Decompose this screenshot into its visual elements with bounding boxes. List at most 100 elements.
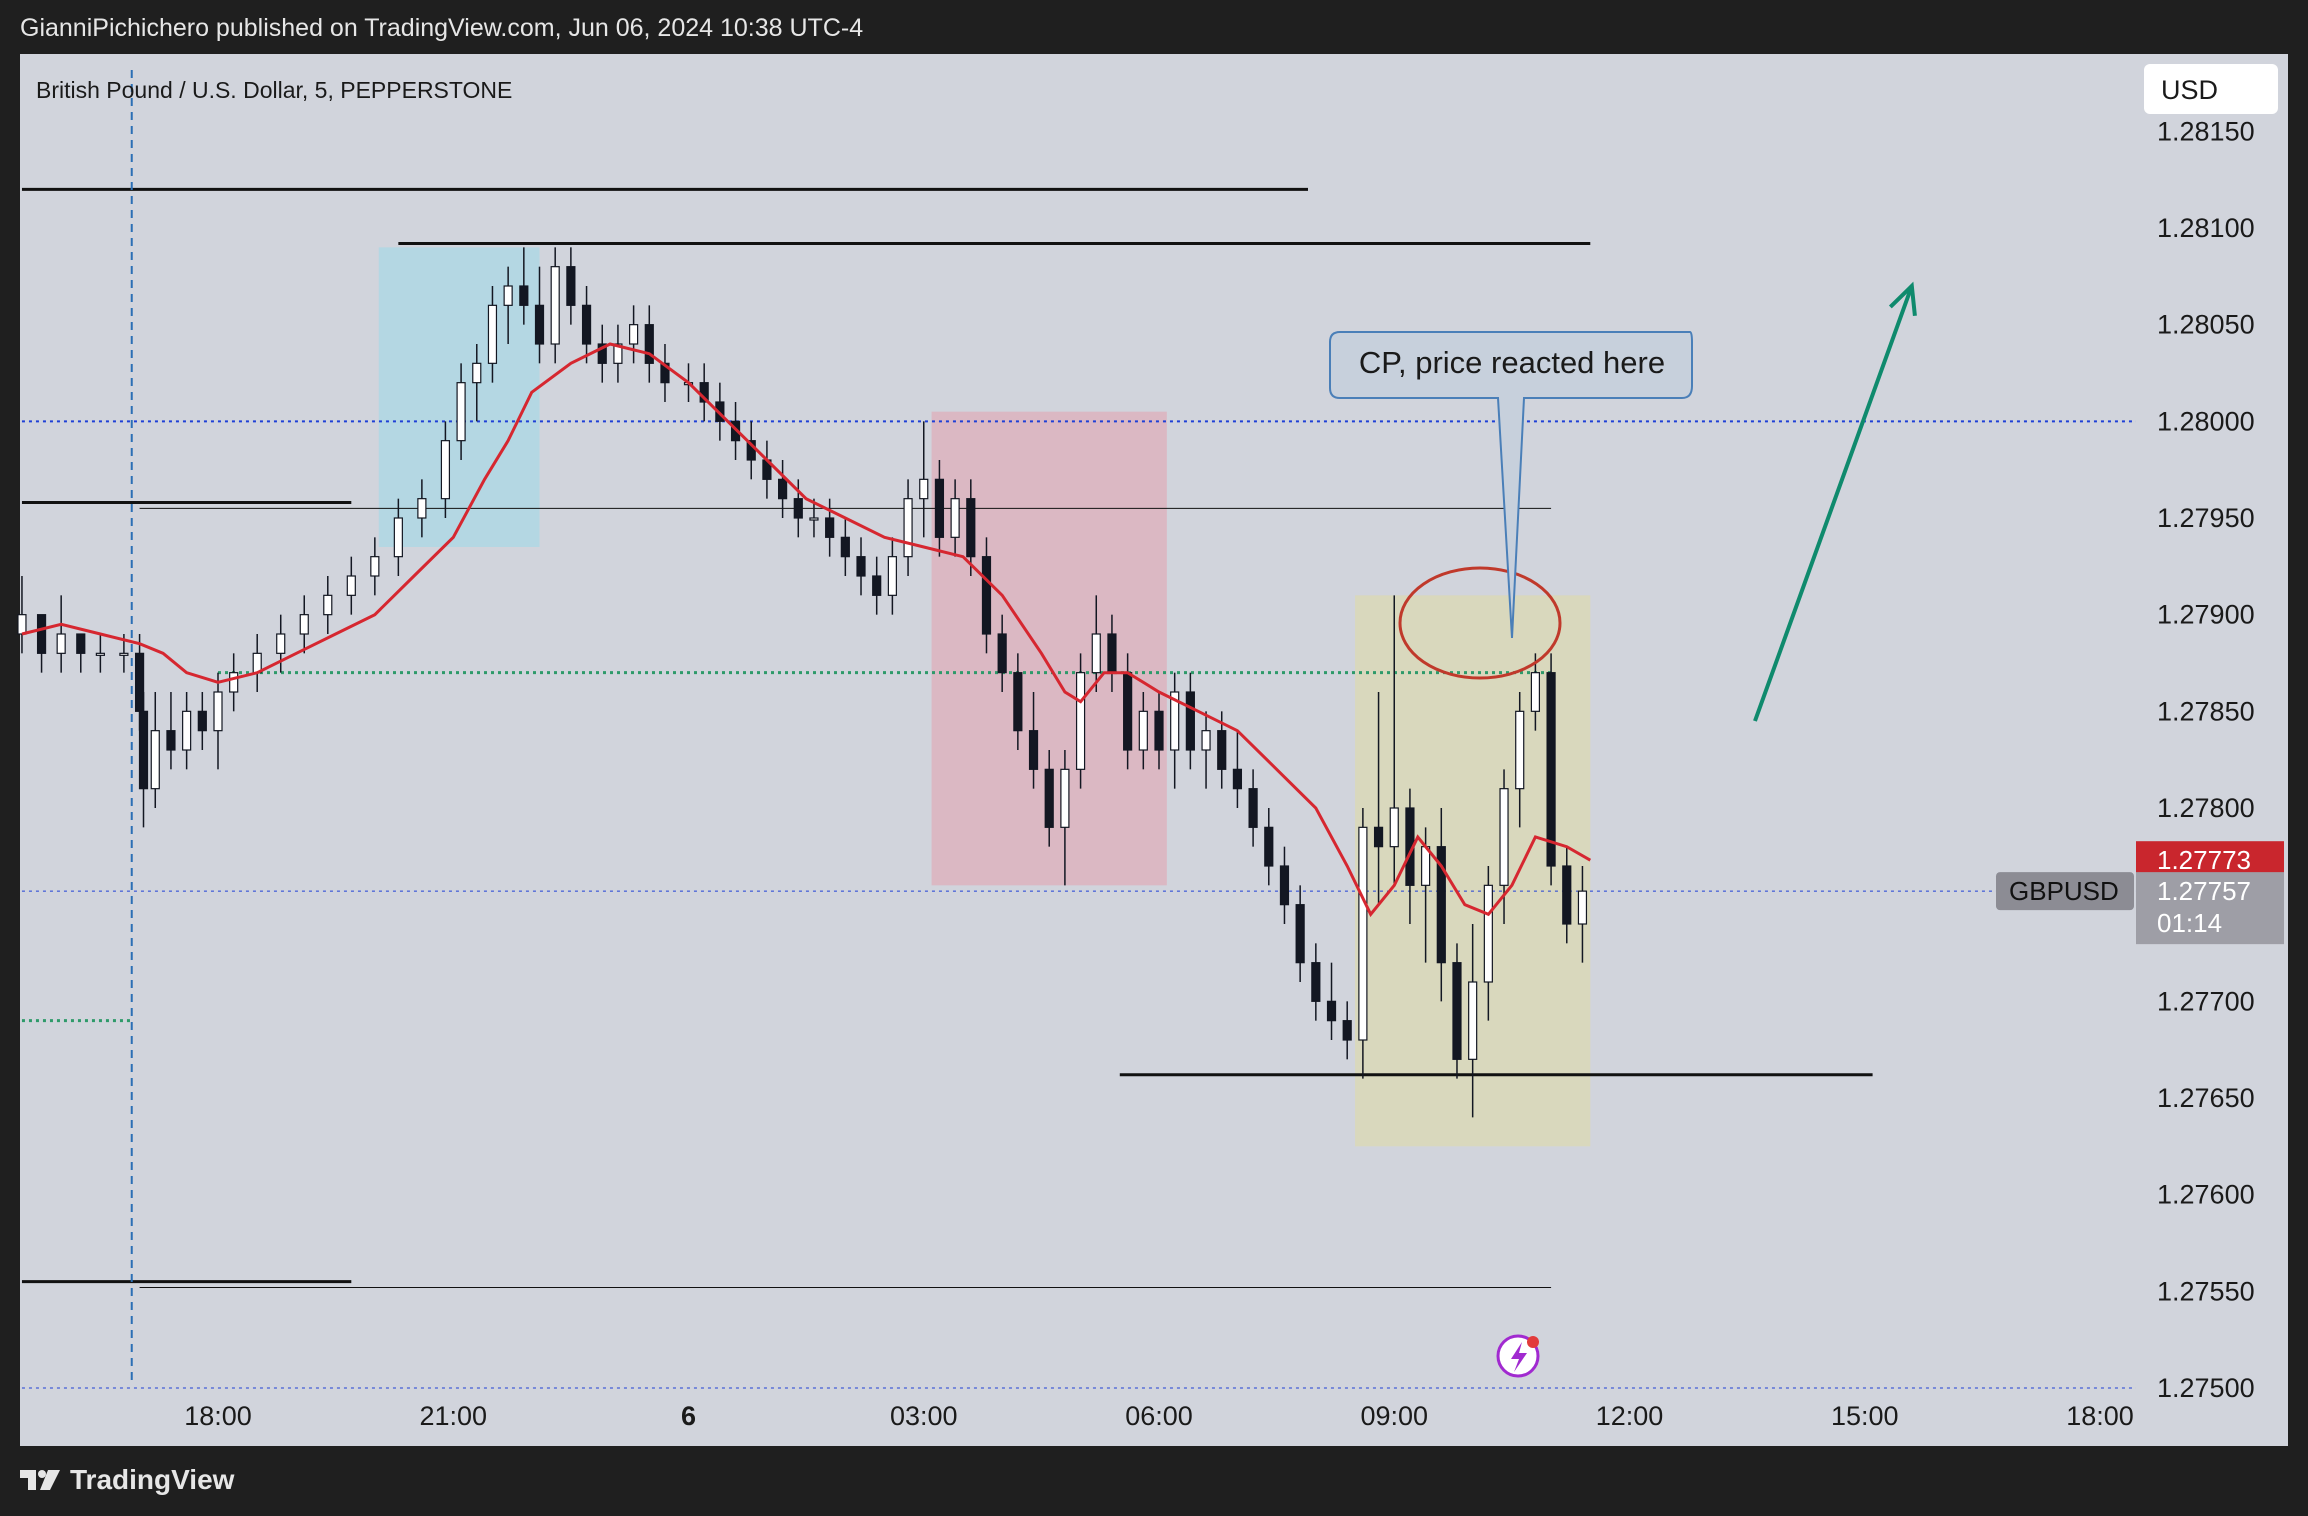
candle-76 [1295, 885, 1305, 982]
candle-70 [1201, 711, 1211, 789]
candle-body [1075, 672, 1086, 770]
last-price-tag: GBPUSD 1.27757 01:14 [1996, 872, 2284, 945]
candle-body [1530, 672, 1541, 712]
candle-body [1499, 788, 1509, 886]
x-tick-label: 6 [681, 1401, 696, 1431]
candle-body [872, 575, 882, 596]
y-tick-label: 1.27900 [2157, 600, 2255, 630]
candle-51 [903, 479, 913, 576]
y-tick-label: 1.28100 [2157, 213, 2255, 243]
y-tick-label: 1.28050 [2157, 310, 2255, 340]
x-tick-label: 06:00 [1125, 1401, 1193, 1431]
price-axis-area[interactable] [2136, 54, 2288, 1446]
candle-81 [1373, 692, 1384, 905]
publisher-label: GianniPichichero published on TradingVie… [20, 14, 864, 42]
candle-body [503, 285, 513, 306]
candle-body [138, 710, 149, 790]
x-tick-label: 03:00 [890, 1401, 958, 1431]
candle-59 [1028, 692, 1039, 789]
candle-body [519, 285, 529, 306]
candle-21 [417, 479, 427, 538]
candle-body [182, 710, 192, 751]
candle-19 [370, 537, 380, 596]
candle-body [840, 536, 850, 558]
candle-30 [566, 247, 576, 325]
candle-body [393, 517, 403, 558]
lightning-icon[interactable] [1496, 1334, 1540, 1378]
top-bar: GianniPichichero published on TradingVie… [0, 0, 2308, 54]
ema-price-label: 1.27773 [2157, 845, 2251, 875]
candle-body [966, 498, 976, 558]
candle-body [887, 556, 897, 596]
candle-60 [1044, 750, 1054, 847]
candle-body [597, 343, 607, 364]
candle-69 [1185, 672, 1195, 770]
candle-body [1170, 691, 1180, 751]
candle-7 [138, 692, 149, 828]
candle-body [1436, 846, 1446, 964]
reaction-circle [1398, 566, 1562, 680]
last-price-label: 1.27757 [2157, 876, 2251, 906]
candle-28 [534, 266, 545, 364]
tradingview-logo[interactable]: TradingView [20, 1464, 234, 1496]
candle-74 [1264, 808, 1274, 886]
x-tick-label: 18:00 [2066, 1401, 2134, 1431]
candle-1 [36, 614, 47, 673]
annotation-callout[interactable]: CP, price reacted here [1329, 331, 1693, 639]
candle-body [1468, 981, 1478, 1060]
candle-27 [519, 247, 529, 325]
candle-body [1107, 633, 1117, 674]
y-tick-label: 1.27950 [2157, 503, 2255, 533]
candle-body [276, 633, 286, 654]
candle-body [856, 556, 866, 577]
y-tick-label: 1.27550 [2157, 1276, 2255, 1306]
x-tick-label: 12:00 [1596, 1401, 1664, 1431]
candle-33 [613, 324, 623, 383]
candle-2 [56, 595, 66, 673]
candle-body [487, 304, 498, 364]
candle-body [660, 362, 670, 384]
candle-body [1217, 730, 1227, 770]
y-tick-label: 1.28150 [2157, 116, 2255, 146]
candle-57 [997, 614, 1007, 692]
candle-body [919, 478, 929, 500]
currency-selector[interactable]: USD [2144, 64, 2278, 114]
candle-body [1358, 826, 1368, 1041]
candle-body [534, 304, 545, 345]
candle-body [1185, 691, 1195, 751]
candle-80 [1358, 808, 1368, 1079]
candle-3 [76, 633, 86, 673]
candle-26 [503, 266, 513, 344]
candle-94 [1577, 866, 1588, 963]
ticker-label: GBPUSD [2009, 876, 2119, 906]
candle-body [1452, 962, 1462, 1060]
candle-55 [966, 479, 976, 576]
candle-body [1060, 768, 1070, 828]
candle-body [613, 343, 623, 364]
tradingview-logo-icon [20, 1470, 60, 1490]
candle-body [456, 382, 466, 442]
candle-body [550, 266, 560, 345]
bottom-bar: TradingView [0, 1446, 2308, 1516]
candle-body [346, 575, 356, 596]
candle-13 [229, 653, 239, 712]
candle-91 [1530, 653, 1541, 731]
candle-body [1562, 865, 1572, 925]
candle-45 [809, 498, 819, 538]
candle-20 [393, 498, 403, 576]
candle-body [440, 440, 451, 500]
candle-88 [1483, 866, 1493, 1021]
candle-body [1577, 890, 1588, 925]
candle-body [1389, 807, 1399, 848]
y-tick-label: 1.27850 [2157, 696, 2255, 726]
candle-9 [166, 692, 176, 770]
candle-48 [856, 537, 866, 596]
candle-43 [777, 460, 788, 518]
candle-22 [440, 421, 451, 518]
candle-35 [644, 305, 654, 383]
candle-93 [1562, 846, 1572, 944]
candle-36 [660, 344, 670, 402]
candle-body [1515, 710, 1525, 790]
candle-25 [487, 286, 498, 383]
